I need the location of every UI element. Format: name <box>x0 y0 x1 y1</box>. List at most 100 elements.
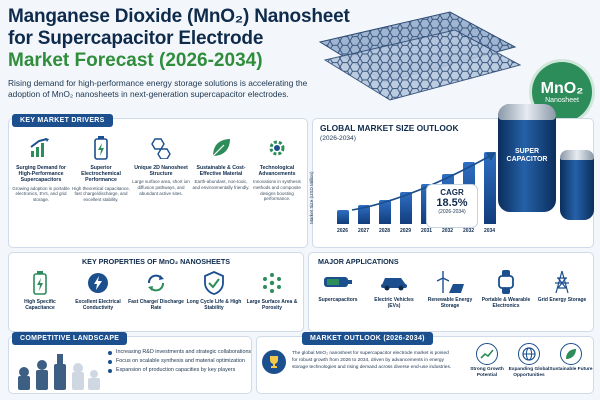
power-tower-icon <box>547 270 577 294</box>
property-title: Fast Charge/ Discharge Rate <box>128 299 184 311</box>
cagr-period: (2026-2034) <box>438 209 466 215</box>
properties-panel <box>8 252 304 332</box>
properties-title: KEY PROPERTIES OF MnO₂ NANOSHEETS <box>81 257 231 266</box>
application-title: Renewable Energy Storage <box>427 297 473 309</box>
outlook-item-title: Strong Growth Potential <box>470 367 504 378</box>
supercapacitor-icon <box>323 270 353 294</box>
cagr-label: CAGR <box>440 188 464 197</box>
title-line-3: Market Forecast (2026-2034) <box>8 50 263 71</box>
competitive-panel <box>8 336 252 394</box>
driver-item: Surging Demand for High-Performance Supe… <box>12 135 70 202</box>
driver-item: Unique 2D Nanosheet Structure Large surf… <box>132 135 190 196</box>
outlook-text: The global MnO₂ nanosheet for supercapac… <box>292 351 452 370</box>
application-item: Renewable Energy Storage <box>424 270 476 309</box>
application-title: Portable & Wearable Electronics <box>481 297 531 309</box>
bar-0 <box>336 209 349 224</box>
property-item: High Specific Capacitance <box>12 270 68 311</box>
property-title: Long Cycle Life & High Stability <box>186 299 242 311</box>
property-item: Excellent Electrical Conductivity <box>70 270 126 311</box>
property-item: Large Surface Area & Porosity <box>244 270 300 311</box>
growth-chart-icon <box>28 135 54 161</box>
badge-label: Nanosheet <box>545 97 579 104</box>
title-line-1: Manganese Dioxide (MnO₂) Nanosheet <box>8 6 350 27</box>
smartwatch-icon <box>491 270 521 294</box>
application-title: Supercapacitors <box>318 297 358 303</box>
driver-desc: Earth-abundant, non-toxic, and environme… <box>192 179 250 190</box>
bullet-dot-icon <box>108 368 112 373</box>
competitive-tab: COMPETITIVE LANDSCAPE <box>12 332 128 345</box>
property-title: Large Surface Area & Porosity <box>246 299 298 311</box>
subtitle-line-1: Rising demand for high-performance energ… <box>8 78 308 88</box>
x-axis-labels: 2026 2027 2028 2029 2031 2032 2032 2034 <box>332 228 500 238</box>
driver-item: Technological Advancements Innovations i… <box>248 135 306 202</box>
outlook-item-title: Expanding Global Opportunities <box>508 367 550 378</box>
property-item: Long Cycle Life & High Stability <box>186 270 242 311</box>
driver-title: Superior Electrochemical Performance <box>81 165 121 184</box>
x-tick-label: 2034 <box>483 228 496 234</box>
x-tick-label: 2027 <box>357 228 370 234</box>
competitive-bullet: Expansion of production capacities by ke… <box>108 366 251 375</box>
badge-formula: MnO₂ <box>540 80 584 97</box>
outlook-item: Expanding Global Opportunities <box>504 343 554 379</box>
applications-title: MAJOR APPLICATIONS <box>318 257 399 266</box>
bar-1 <box>357 205 370 224</box>
competitive-bullet: Focus on scalable synthesis and material… <box>108 357 251 366</box>
market-outlook-panel <box>256 336 594 394</box>
market-outlook-tab: MARKET OUTLOOK (2026-2034) <box>302 332 433 345</box>
property-title: High Specific Capacitance <box>24 299 56 311</box>
capacitor-label-1: SUPER <box>514 148 540 155</box>
x-tick-label: 2032 <box>441 228 454 234</box>
application-item: Supercapacitors <box>312 270 364 303</box>
growth-arrow <box>351 152 496 211</box>
bullet-dot-icon <box>108 359 112 364</box>
driver-desc: Large surface area, short ion diffusion … <box>132 179 190 196</box>
subtitle-line-2: adoption of MnO₂ nanosheets in next-gene… <box>8 89 289 99</box>
driver-desc: High theoretical capacitance, fast charg… <box>72 185 130 202</box>
application-title: Electric Vehicles (EVs) <box>374 297 414 309</box>
cagr-value: 18.5% <box>436 197 468 209</box>
title-line-2: for Supercapacitor Electrode <box>8 28 264 49</box>
driver-title: Surging Demand for High-Performance Supe… <box>16 165 66 184</box>
capacitor-label-2: CAPACITOR <box>506 156 548 163</box>
leaf-icon <box>208 135 234 161</box>
driver-desc: Innovations in synthesis methods and com… <box>253 179 301 202</box>
dots-cluster-icon <box>259 270 285 296</box>
driver-title: Technological Advancements <box>258 165 296 178</box>
x-tick-label: 2031 <box>420 228 433 234</box>
property-title: Excellent Electrical Conductivity <box>75 299 121 311</box>
application-item: Grid Energy Storage <box>536 270 588 303</box>
property-item: Fast Charge/ Discharge Rate <box>128 270 184 311</box>
driver-title: Sustainable & Cost-Effective Material <box>196 165 246 178</box>
shield-check-icon <box>201 270 227 296</box>
supercapacitor-image: SUPER CAPACITOR <box>498 104 556 212</box>
bar-2 <box>378 199 391 224</box>
chess-pieces-image <box>18 354 100 390</box>
outlook-item: Strong Growth Potential <box>462 343 512 379</box>
application-item: Portable & Wearable Electronics <box>480 270 532 309</box>
lightning-icon <box>85 270 111 296</box>
globe-icon <box>518 343 540 365</box>
outlook-item: Sustainable Future <box>546 343 596 373</box>
bullet-dot-icon <box>108 350 112 355</box>
trophy-icon <box>262 350 286 374</box>
competitive-bullets: Increasing R&D investments and strategic… <box>108 348 251 375</box>
hexagon-structure-icon <box>148 135 174 161</box>
outlook-item-title: Sustainable Future <box>549 367 593 372</box>
gear-icon <box>264 135 290 161</box>
wind-solar-icon <box>435 270 465 294</box>
outlook-subtitle: (2026-2034) <box>320 135 356 142</box>
application-item: Electric Vehicles (EVs) <box>368 270 420 309</box>
driver-item: Superior Electrochemical Performance Hig… <box>72 135 130 202</box>
battery-bolt-icon <box>88 135 114 161</box>
application-title: Grid Energy Storage <box>537 297 587 303</box>
battery-charge-icon <box>27 270 53 296</box>
driver-item: Sustainable & Cost-Effective Material Ea… <box>192 135 250 191</box>
bar-3 <box>399 192 412 224</box>
driver-title: Unique 2D Nanosheet Structure <box>134 165 188 178</box>
x-tick-label: 2028 <box>378 228 391 234</box>
nanosheet-illustration <box>318 11 522 101</box>
outlook-title: GLOBAL MARKET SIZE OUTLOOK <box>320 123 459 133</box>
growth-arrow-icon <box>476 343 498 365</box>
supercapacitor-small-image <box>560 150 594 220</box>
cagr-box: CAGR 18.5% (2026-2034) <box>426 184 478 228</box>
